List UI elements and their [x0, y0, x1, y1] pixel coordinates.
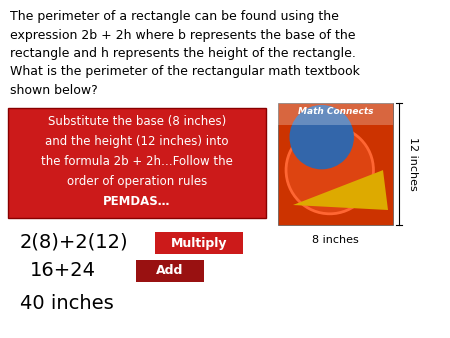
Text: 8 inches: 8 inches: [312, 235, 359, 245]
Bar: [278, 103, 393, 125]
Text: 16+24: 16+24: [30, 261, 96, 280]
Text: order of operation rules: order of operation rules: [67, 175, 207, 188]
Circle shape: [286, 126, 374, 214]
Text: rectangle and h represents the height of the rectangle.: rectangle and h represents the height of…: [10, 47, 356, 60]
Bar: [155, 232, 243, 254]
Text: Substitute the base (8 inches): Substitute the base (8 inches): [48, 115, 226, 128]
Text: What is the perimeter of the rectangular math textbook: What is the perimeter of the rectangular…: [10, 66, 360, 78]
Circle shape: [289, 105, 354, 169]
Text: Add: Add: [156, 265, 184, 277]
Text: Multiply: Multiply: [171, 237, 227, 249]
Text: PEMDAS…: PEMDAS…: [103, 195, 171, 208]
Bar: [278, 103, 393, 225]
Polygon shape: [293, 170, 388, 210]
Text: Math Connects: Math Connects: [298, 107, 373, 116]
Text: 2(8)+2(12): 2(8)+2(12): [20, 233, 129, 252]
Text: 12 inches: 12 inches: [408, 137, 418, 191]
Text: the formula 2b + 2h…Follow the: the formula 2b + 2h…Follow the: [41, 155, 233, 168]
Text: and the height (12 inches) into: and the height (12 inches) into: [45, 135, 229, 148]
Text: shown below?: shown below?: [10, 84, 98, 97]
Text: expression 2b + 2h where b represents the base of the: expression 2b + 2h where b represents th…: [10, 28, 356, 42]
Text: 40 inches: 40 inches: [20, 294, 114, 313]
Bar: [8, 108, 266, 218]
Bar: [136, 260, 204, 282]
Text: The perimeter of a rectangle can be found using the: The perimeter of a rectangle can be foun…: [10, 10, 339, 23]
